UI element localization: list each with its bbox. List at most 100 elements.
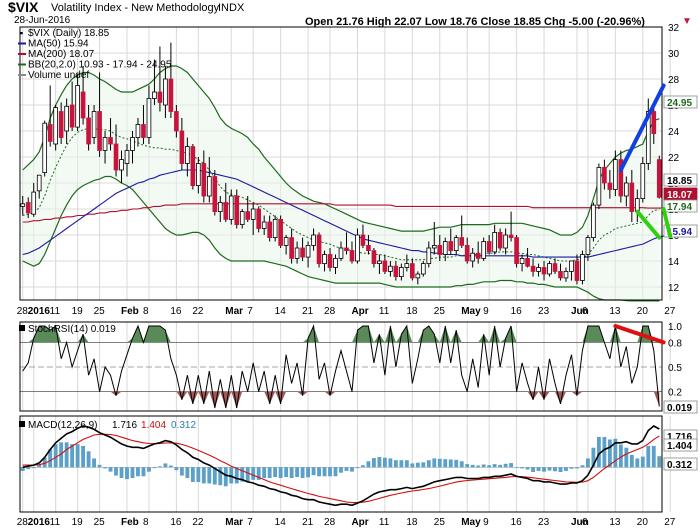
price-xlabel-3: 19 bbox=[72, 306, 84, 317]
candle-body-3 bbox=[36, 174, 42, 192]
macd-hist-bar-35 bbox=[212, 467, 217, 485]
candle-body-116 bbox=[656, 159, 662, 198]
macd-hist-bar-76 bbox=[437, 458, 442, 468]
candle-body-48 bbox=[283, 237, 289, 246]
candle-body-106 bbox=[602, 166, 607, 184]
candle-11 bbox=[80, 66, 86, 125]
change-down-arrow-icon: ▼ bbox=[682, 16, 692, 27]
macd-hist-bar-82 bbox=[470, 464, 475, 468]
price-xlabel-19: 9 bbox=[483, 306, 489, 317]
candle-body-84 bbox=[481, 241, 486, 259]
macd-hist-bar-96 bbox=[547, 467, 552, 471]
candle-96 bbox=[547, 261, 552, 277]
candle-47 bbox=[278, 215, 283, 248]
macd-hist-bar-7 bbox=[59, 442, 64, 468]
candle-31 bbox=[190, 144, 196, 190]
candle-body-74 bbox=[426, 247, 432, 265]
candle-39 bbox=[234, 189, 240, 229]
candle-69 bbox=[399, 263, 404, 281]
macd-hist-bar-19 bbox=[125, 467, 129, 480]
candle-81 bbox=[464, 237, 470, 264]
price-xlabel-11: 14 bbox=[275, 306, 287, 317]
candle-6 bbox=[53, 105, 58, 151]
macd-xlabel-13: 28 bbox=[324, 517, 336, 528]
macd-xlabel-24: 13 bbox=[609, 517, 621, 528]
symbol-title: $VIX bbox=[8, 0, 39, 15]
candle-body-4 bbox=[42, 122, 48, 173]
candle-28 bbox=[174, 105, 179, 138]
candle-89 bbox=[508, 211, 514, 242]
price-ytick-1: 14 bbox=[668, 257, 680, 268]
macd-hist-bar-33 bbox=[201, 467, 206, 484]
price-xlabel-17: 25 bbox=[434, 306, 446, 317]
candle-body-94 bbox=[536, 267, 541, 272]
macd-legend-hist-value: 0.312 bbox=[171, 420, 196, 431]
candle-78 bbox=[448, 228, 454, 255]
candle-67 bbox=[388, 261, 393, 277]
candle-79 bbox=[453, 235, 459, 255]
macd-xlabel-4: 25 bbox=[94, 517, 106, 528]
stoch-frame bbox=[19, 321, 663, 412]
candle-102 bbox=[580, 250, 585, 285]
candle-body-12 bbox=[86, 117, 91, 145]
macd-hist-bar-39 bbox=[234, 467, 239, 484]
candle-body-75 bbox=[431, 244, 437, 249]
candle-body-30 bbox=[185, 146, 190, 164]
candle-body-22 bbox=[141, 124, 146, 138]
macd-hist-bar-79 bbox=[454, 459, 459, 468]
candle-41 bbox=[245, 196, 251, 222]
candle-106 bbox=[602, 159, 607, 190]
macd-hist-bar-32 bbox=[196, 467, 201, 482]
macd-hist-bar-43 bbox=[256, 467, 261, 480]
candle-body-6 bbox=[53, 107, 58, 145]
candle-76 bbox=[437, 235, 443, 261]
candle-53 bbox=[311, 228, 316, 251]
candle-body-91 bbox=[519, 257, 525, 264]
macd-frame bbox=[19, 415, 663, 513]
candle-34 bbox=[206, 157, 212, 203]
candle-body-97 bbox=[552, 263, 558, 272]
macd-hist-bar-94 bbox=[536, 467, 541, 471]
candle-body-8 bbox=[64, 105, 69, 132]
macd-hist-bar-99 bbox=[564, 467, 568, 471]
candle-8 bbox=[64, 98, 69, 144]
macd-value-tag-1: 1.404 bbox=[667, 441, 692, 452]
annotation-green-line-1 bbox=[635, 209, 662, 240]
price-value-tag-3: 17.94 bbox=[667, 202, 692, 213]
candle-64 bbox=[371, 248, 377, 268]
macd-hist-bar-107 bbox=[607, 439, 612, 468]
candle-body-92 bbox=[525, 257, 530, 267]
macd-xlabel-25: 20 bbox=[637, 517, 649, 528]
macd-hist-bar-45 bbox=[267, 467, 272, 479]
candle-body-37 bbox=[223, 202, 229, 220]
macd-hist-bar-70 bbox=[404, 460, 409, 468]
candle-13 bbox=[91, 105, 97, 144]
candle-21 bbox=[135, 118, 141, 147]
macd-hist-bar-111 bbox=[629, 454, 634, 468]
macd-hist-bar-71 bbox=[410, 463, 415, 468]
candle-45 bbox=[267, 215, 272, 242]
macd-hist-bar-10 bbox=[75, 444, 80, 468]
macd-hist-bar-104 bbox=[591, 447, 596, 468]
macd-hist-bar-67 bbox=[388, 458, 393, 468]
candle-82 bbox=[470, 248, 476, 268]
macd-hist-bar-106 bbox=[602, 436, 607, 468]
candle-116 bbox=[656, 155, 662, 199]
macd-legend-macd-value: 1.716 bbox=[112, 420, 137, 431]
price-legend-3: BB(20,2.0) 10.93 - 17.94 - 24.95 bbox=[28, 60, 172, 71]
macd-hist-bar-80 bbox=[459, 461, 464, 468]
macd-hist-bar-97 bbox=[553, 467, 557, 472]
candle-body-24 bbox=[152, 91, 157, 99]
macd-hist-bar-1 bbox=[26, 467, 31, 470]
price-xlabel-25: 20 bbox=[637, 306, 649, 317]
candle-body-32 bbox=[196, 163, 201, 187]
candle-14 bbox=[97, 72, 102, 157]
candle-91 bbox=[519, 254, 525, 272]
candle-50 bbox=[294, 241, 300, 264]
macd-xlabel-22: Jun bbox=[571, 517, 589, 528]
price-xlabel-1: 2016 bbox=[28, 306, 51, 317]
macd-hist-bar-91 bbox=[520, 467, 524, 469]
candle-24 bbox=[152, 59, 157, 105]
macd-hist-bar-105 bbox=[596, 436, 601, 468]
candle-body-54 bbox=[316, 234, 322, 265]
